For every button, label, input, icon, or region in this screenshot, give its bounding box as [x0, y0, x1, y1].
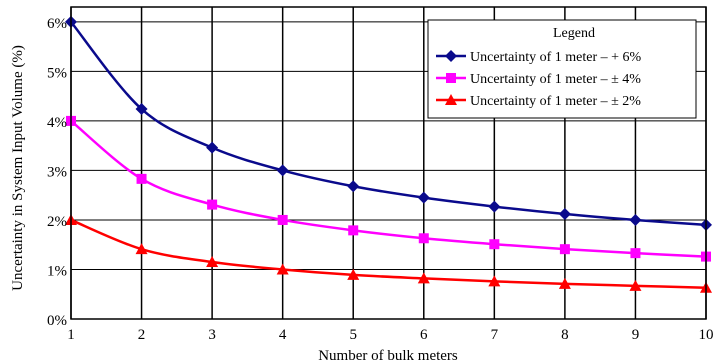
x-tick-label: 3 — [208, 327, 216, 343]
data-point — [629, 213, 642, 226]
data-point — [135, 103, 148, 116]
legend-items: Uncertainty of 1 meter – + 6% Uncertainty… — [436, 50, 642, 109]
series-square — [66, 115, 711, 262]
data-point — [558, 277, 571, 289]
x-tick-label: 4 — [279, 327, 287, 343]
data-point — [136, 173, 147, 184]
data-point — [276, 263, 289, 275]
data-point — [630, 248, 641, 259]
legend-box — [427, 19, 697, 119]
data-point — [135, 243, 148, 255]
legend-item: Uncertainty of 1 meter – ± 2% — [436, 94, 641, 109]
data-point — [276, 164, 289, 177]
y-tick-label: 1% — [47, 263, 67, 279]
data-point — [206, 141, 219, 154]
legend-swatch-marker — [445, 94, 457, 105]
x-tick-label: 9 — [632, 327, 640, 343]
legend-label: Uncertainty of 1 meter – ± 4% — [470, 72, 641, 87]
series-line — [70, 21, 707, 227]
data-point — [417, 272, 430, 284]
x-tick-label: 5 — [349, 327, 357, 343]
data-point — [418, 233, 429, 244]
series-triangle — [65, 213, 712, 293]
data-point — [488, 275, 501, 287]
plot-frame — [70, 6, 707, 320]
y-tick-label: 0% — [47, 313, 67, 329]
data-point — [629, 279, 642, 291]
legend-item: Uncertainty of 1 meter – ± 4% — [436, 72, 641, 87]
data-point — [348, 225, 359, 236]
legend-label: Uncertainty of 1 meter – ± 2% — [470, 94, 641, 109]
data-point — [558, 208, 571, 221]
series-line — [70, 218, 707, 290]
legend-swatch-marker — [445, 50, 457, 62]
y-tick-label: 6% — [47, 16, 67, 32]
data-point — [417, 191, 430, 204]
data-point — [488, 200, 501, 213]
legend-swatch-marker — [446, 73, 456, 83]
tick-labels: 1 2 3 4 5 6 7 8 9 10 0% 1% 2% 3% 4% 5% 6% — [47, 16, 714, 343]
legend: Legend Uncertainty of 1 meter – + 6%Unce… — [427, 19, 697, 119]
x-tick-label: 10 — [699, 327, 714, 343]
legend-label: Uncertainty of 1 meter – + 6% — [470, 50, 642, 65]
series-line — [70, 119, 707, 258]
x-tick-label: 1 — [67, 327, 75, 343]
y-tick-label: 3% — [47, 164, 67, 180]
x-tick-label: 8 — [561, 327, 569, 343]
y-axis-label: Uncertainty in System Input Volume (%) — [10, 45, 26, 291]
x-axis-label: Number of bulk meters — [318, 348, 458, 364]
legend-item: Uncertainty of 1 meter – + 6% — [436, 50, 642, 65]
data-point — [489, 239, 500, 250]
y-tick-label: 2% — [47, 214, 67, 230]
y-tick-label: 4% — [47, 115, 67, 131]
data-point — [206, 256, 219, 268]
x-tick-label: 7 — [491, 327, 499, 343]
x-tick-label: 6 — [420, 327, 428, 343]
data-point — [207, 199, 218, 210]
y-tick-label: 5% — [47, 65, 67, 81]
data-point — [277, 214, 288, 225]
series-diamond — [65, 15, 712, 231]
legend-title: Legend — [553, 26, 595, 41]
x-tick-label: 2 — [138, 327, 146, 343]
data-point — [347, 268, 360, 280]
data-point — [347, 180, 360, 193]
data-point — [559, 244, 570, 255]
